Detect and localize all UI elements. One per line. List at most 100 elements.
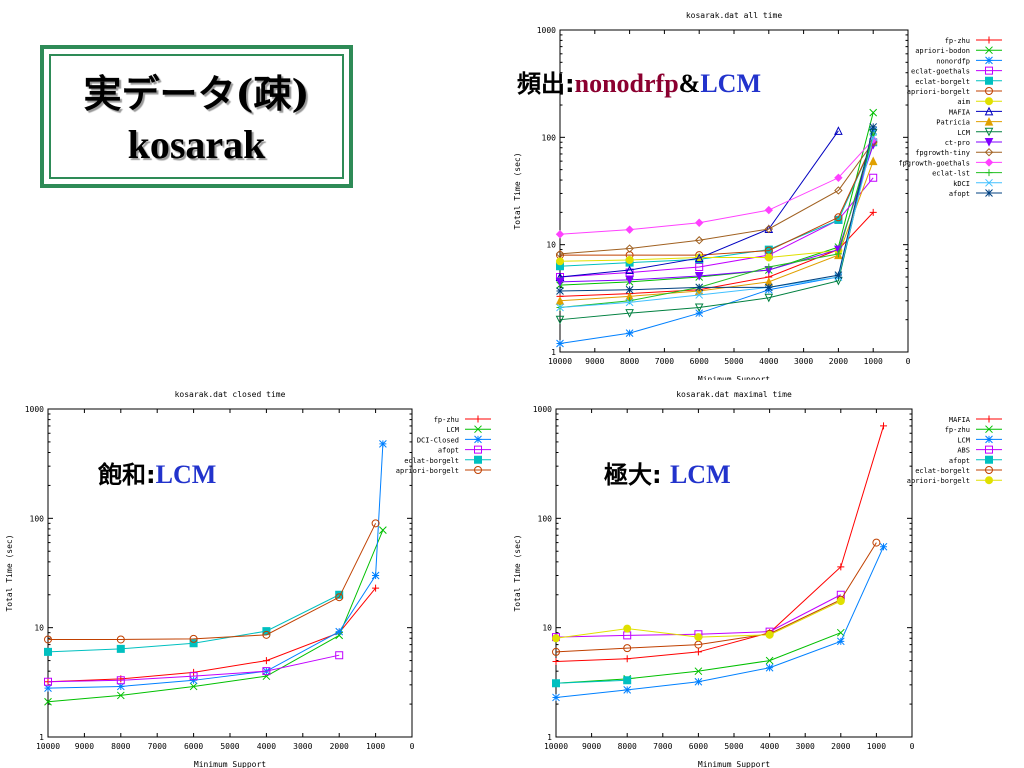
data-point (116, 644, 125, 653)
data-point (872, 538, 881, 547)
data-point (262, 630, 271, 639)
x-axis-label: Minimum Support (698, 375, 770, 380)
data-point (556, 303, 564, 312)
x-tick-label: 6000 (184, 742, 203, 751)
data-point (626, 297, 634, 305)
slide-title-box: 実データ(疎) kosarak (40, 45, 353, 188)
data-point (116, 682, 125, 691)
series-aim (556, 97, 994, 266)
data-point (44, 647, 52, 656)
data-point (694, 640, 703, 649)
data-point (552, 693, 560, 702)
data-point (695, 291, 704, 299)
legend-label: MAFIA (949, 108, 971, 116)
chart-closed-time: kosarak.dat closed time Minimum Support To… (5, 390, 491, 768)
series-nonordfp (556, 56, 993, 348)
data-point (764, 205, 774, 215)
legend-label: LCM (957, 129, 970, 137)
series-line (48, 523, 377, 640)
legend-label: LCM (957, 436, 970, 444)
data-point (625, 298, 634, 307)
data-point (869, 208, 877, 216)
annotation-algorithm: & (678, 69, 701, 98)
series-apriori-borgelt (44, 466, 483, 644)
x-tick-label: 3000 (796, 742, 815, 751)
data-point (985, 66, 993, 75)
series-afopt (552, 455, 993, 688)
annotation-maximal: 極大: LCM (604, 455, 731, 490)
series-line (559, 137, 874, 308)
data-point (189, 639, 198, 648)
data-point (834, 173, 843, 182)
data-point (764, 283, 773, 292)
data-point (371, 571, 380, 580)
x-tick-label: 0 (410, 742, 415, 751)
x-axis-label: Minimum Support (194, 760, 266, 768)
y-tick-label: 10 (542, 624, 552, 633)
legend-label: eclat-borgelt (915, 78, 970, 86)
series-eclat-borgelt (556, 76, 993, 271)
annotation-algorithm: LCM (669, 460, 731, 489)
y-tick-label: 10 (546, 241, 556, 250)
data-point (694, 253, 704, 263)
x-tick-label: 6000 (689, 742, 708, 751)
x-tick-label: 1000 (366, 742, 385, 751)
legend-label: fp-zhu (945, 426, 970, 434)
data-point (555, 315, 565, 325)
data-point (837, 563, 845, 571)
x-tick-label: 7000 (653, 742, 672, 751)
series-line (47, 587, 376, 683)
annotation-label: 飽和: (98, 461, 156, 489)
legend-label: eclat-lst (932, 170, 970, 178)
x-tick-label: 7000 (655, 357, 674, 366)
x-tick-label: 2000 (330, 742, 349, 751)
x-tick-label: 2000 (829, 357, 848, 366)
legend-label: apriori-borgelt (907, 88, 970, 96)
data-point (623, 676, 632, 685)
chart-title: kosarak.dat maximal time (676, 390, 792, 399)
y-tick-label: 100 (538, 514, 553, 523)
series-line (559, 142, 874, 262)
data-point (695, 309, 704, 318)
annotation-algorithm: LCM (700, 69, 761, 98)
data-point (623, 655, 631, 663)
legend-label: eclat-goethals (911, 68, 970, 76)
series-apriori-borgelt (556, 87, 994, 260)
y-axis-label: Total Time (sec) (513, 152, 522, 229)
x-tick-label: 9000 (75, 742, 94, 751)
data-point (765, 663, 774, 672)
data-point (262, 667, 271, 676)
data-point (44, 635, 53, 644)
data-point (623, 644, 632, 653)
data-point (694, 236, 704, 245)
series-fpgrowth-tiny (555, 138, 994, 259)
series-line (555, 425, 884, 663)
series-line (559, 177, 874, 278)
data-point (189, 672, 198, 681)
data-point (555, 249, 565, 259)
x-tick-label: 1000 (864, 357, 883, 366)
series-line (559, 144, 874, 283)
x-tick-label: 4000 (760, 742, 779, 751)
series-eclat-goethals (556, 66, 993, 281)
x-tick-label: 3000 (794, 357, 813, 366)
legend-label: kDCI (953, 180, 970, 188)
legend-label: afopt (949, 190, 970, 198)
x-tick-label: 10000 (36, 742, 60, 751)
data-point (371, 519, 380, 528)
series-LCM (552, 435, 993, 702)
series-line (555, 546, 884, 698)
slide-title: 実データ(疎) (83, 71, 310, 116)
data-point (44, 677, 52, 686)
x-tick-label: 9000 (585, 357, 604, 366)
data-point (879, 542, 888, 551)
data-point (695, 283, 704, 292)
data-point (625, 265, 634, 275)
legend-label: fp-zhu (434, 416, 459, 424)
data-point (116, 635, 125, 644)
legend-label: MAFIA (949, 416, 971, 424)
x-tick-label: 0 (906, 357, 911, 366)
data-point (834, 186, 843, 195)
data-point (379, 439, 387, 448)
data-point (116, 676, 125, 685)
